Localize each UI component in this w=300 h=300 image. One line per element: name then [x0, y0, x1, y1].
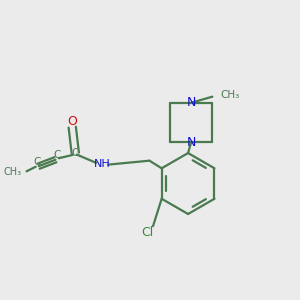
Text: C: C [72, 148, 79, 158]
Text: N: N [186, 96, 196, 109]
Text: Cl: Cl [141, 226, 153, 239]
Text: N: N [186, 136, 196, 149]
Text: NH: NH [94, 159, 111, 169]
Text: CH₃: CH₃ [4, 167, 22, 177]
Text: C: C [53, 150, 61, 160]
Text: O: O [67, 115, 77, 128]
Text: CH₃: CH₃ [220, 90, 239, 100]
Text: C: C [34, 158, 41, 167]
